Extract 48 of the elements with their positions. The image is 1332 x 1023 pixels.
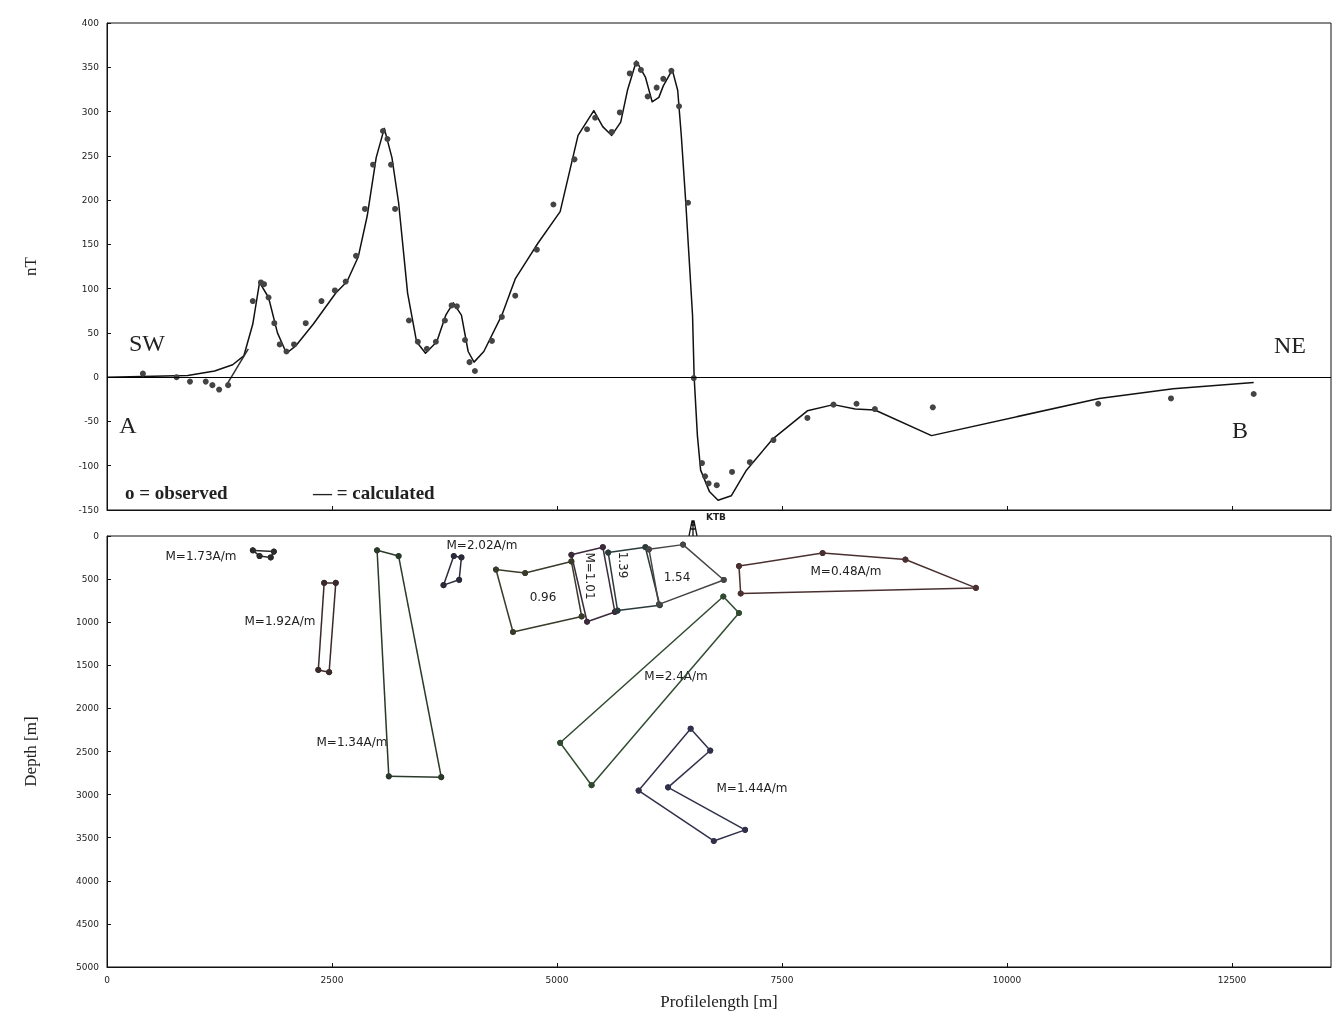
- y-tick-label: 2000: [76, 703, 100, 714]
- annotation: M=1.44A/m: [716, 781, 788, 795]
- annotation: 1.39: [616, 551, 630, 579]
- y-tick-label: 150: [81, 239, 100, 250]
- y-tick-label: 3000: [76, 789, 100, 800]
- y-tick-label: -50: [84, 416, 100, 427]
- y-axis-title: nT: [21, 256, 40, 276]
- y-tick-label: 0: [93, 372, 100, 383]
- x-tick-label: 2500: [320, 974, 344, 985]
- annotation: A: [119, 412, 138, 438]
- x-tick-label: 0: [104, 974, 111, 985]
- annotation: SW: [129, 330, 166, 356]
- annotation: 1.54: [663, 570, 691, 584]
- y-tick-label: -150: [78, 505, 100, 515]
- y-tick-label: 500: [81, 574, 100, 585]
- x-tick-label: 5000: [545, 974, 569, 985]
- annotation: M=1.01: [583, 552, 597, 600]
- annotation: NE: [1274, 332, 1306, 358]
- x-tick-label: 12500: [1217, 974, 1247, 985]
- y-tick-label: 4000: [76, 875, 100, 886]
- y-tick-label: 100: [81, 283, 100, 294]
- annotation: M=1.92A/m: [244, 614, 316, 628]
- x-tick-label: 7500: [770, 974, 794, 985]
- y-tick-label: 200: [81, 195, 100, 206]
- y-tick-label: 50: [87, 327, 100, 338]
- y-tick-label: 250: [81, 150, 100, 161]
- y-tick-label: 5000: [76, 962, 100, 972]
- y-tick-label: 3500: [76, 832, 100, 843]
- annotation: M=0.48A/m: [810, 564, 882, 578]
- y-tick-label: 1500: [76, 660, 100, 671]
- text: KTB: [706, 512, 727, 522]
- y-tick-label: 300: [81, 106, 100, 117]
- y-tick-label: -100: [78, 460, 100, 471]
- y-tick-label: 400: [81, 18, 100, 28]
- x-tick-label: 10000: [992, 974, 1022, 985]
- annotation: o = observed: [125, 481, 229, 503]
- y-tick-label: 0: [93, 531, 100, 541]
- y-axis-title: Depth [m]: [21, 716, 40, 787]
- annotation: 0.96: [529, 590, 557, 604]
- annotation: M=2.02A/m: [446, 538, 518, 552]
- y-tick-label: 350: [81, 62, 100, 73]
- y-tick-label: 4500: [76, 918, 100, 929]
- x-axis-title: Profilelength [m]: [660, 992, 778, 1011]
- annotation: — = calculated: [312, 481, 436, 503]
- annotation: B: [1231, 417, 1249, 443]
- annotation: M=1.73A/m: [165, 549, 237, 563]
- y-tick-label: 1000: [76, 617, 100, 628]
- y-tick-label: 2500: [76, 746, 100, 757]
